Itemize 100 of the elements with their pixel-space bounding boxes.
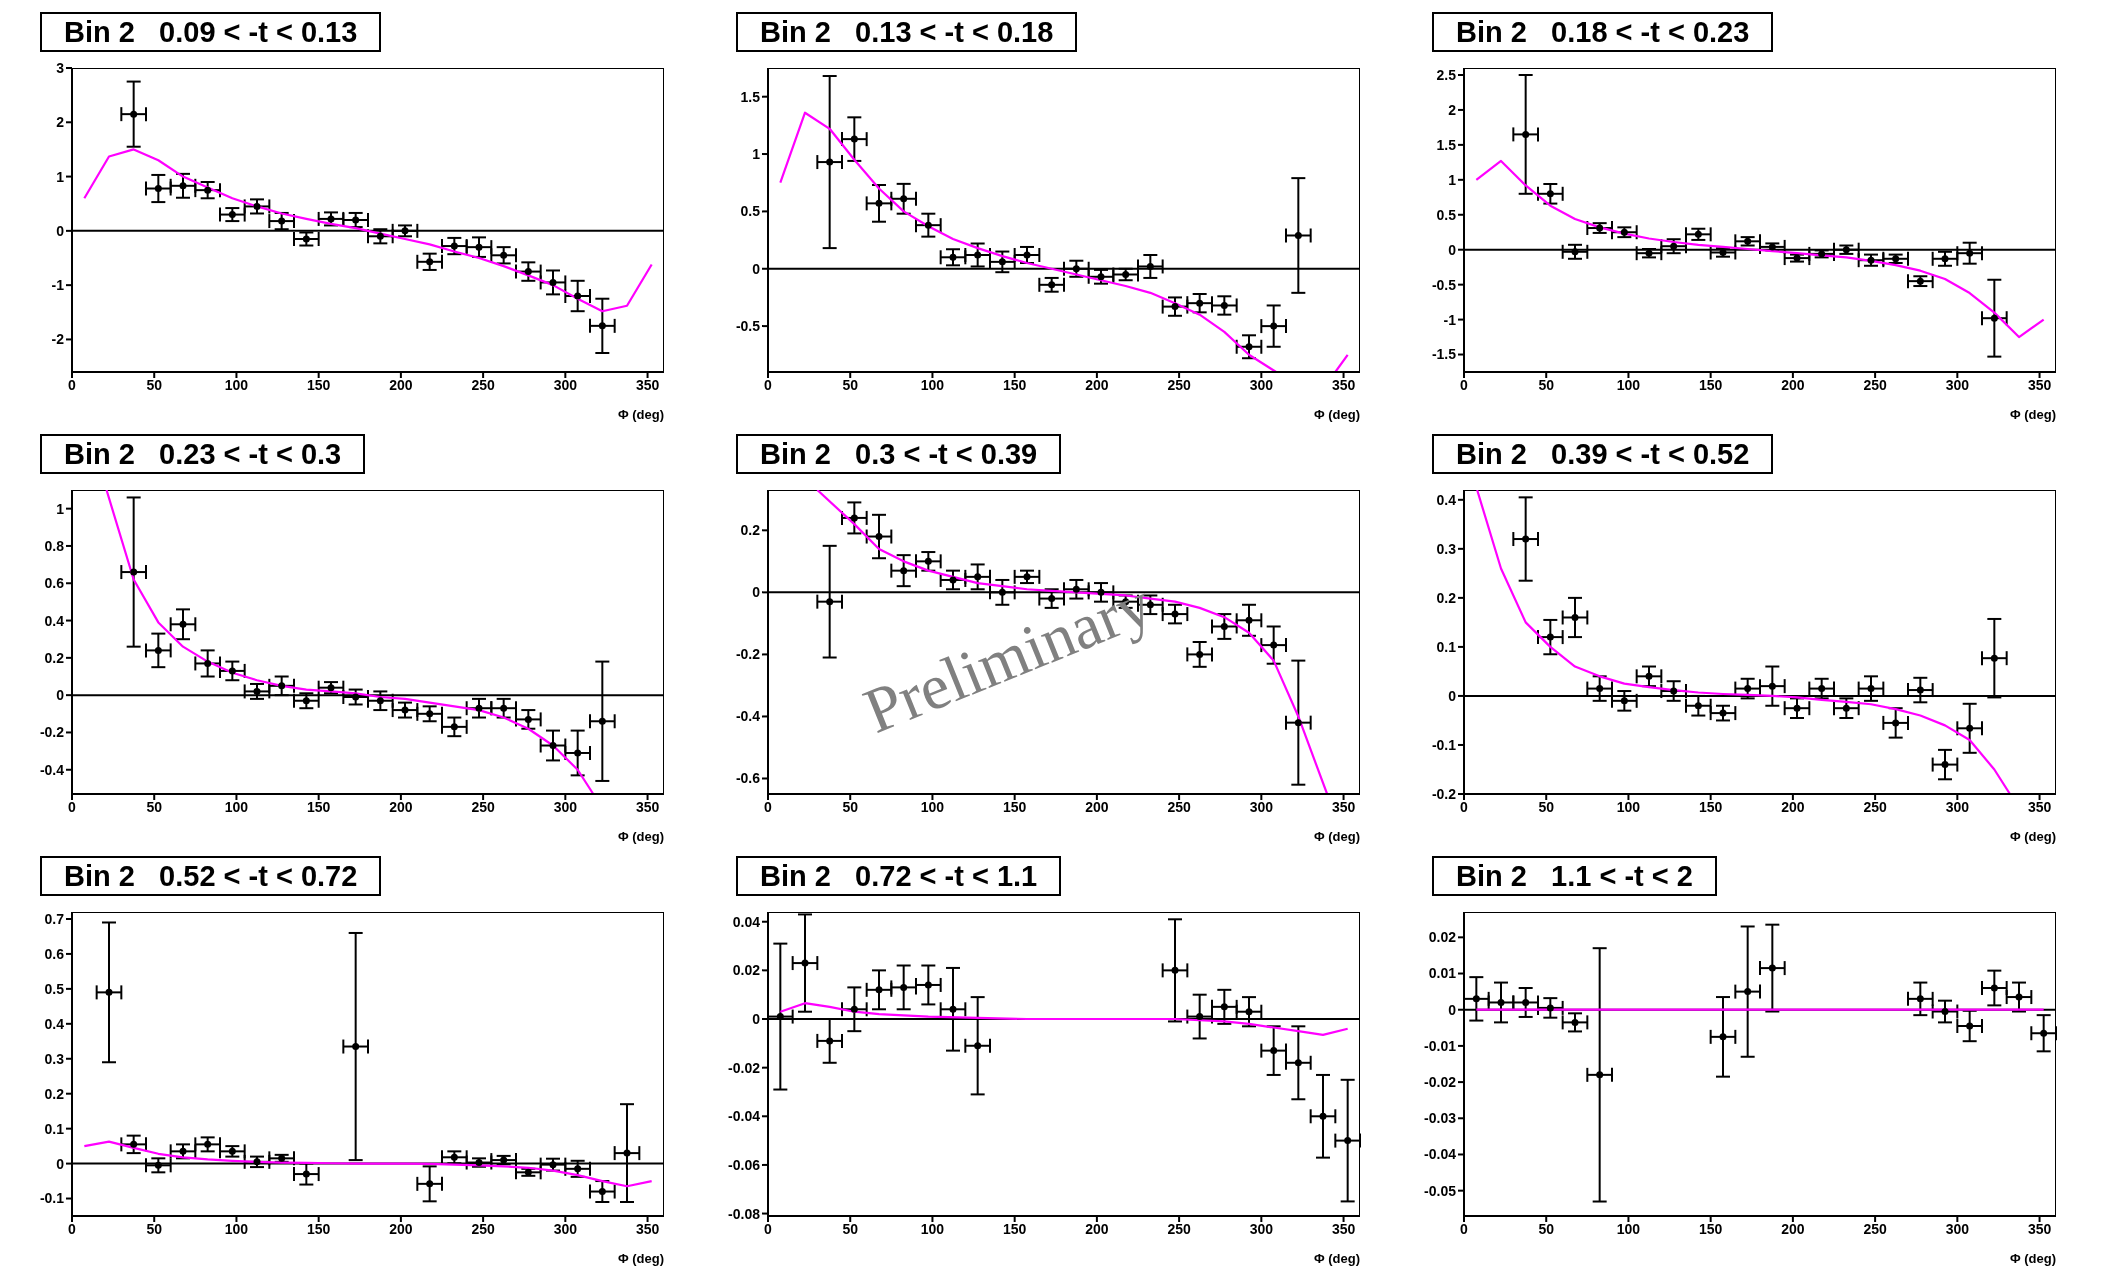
x-axis-title: Φ (deg): [617, 829, 664, 844]
x-tick-label: 0: [764, 798, 773, 815]
x-tick-label: 50: [146, 376, 163, 393]
x-tick-label: 300: [553, 798, 578, 815]
y-tick-label: -0.2: [39, 724, 65, 741]
y-tick-label: 0.3: [44, 1050, 65, 1067]
y-tick-label: 0.5: [44, 980, 65, 997]
x-tick-label: 200: [1781, 1220, 1805, 1237]
x-tick-label: 200: [389, 1220, 413, 1237]
y-tick-label: 0: [1448, 241, 1457, 258]
y-tick-label: -1.5: [1431, 346, 1457, 363]
x-tick-label: 150: [306, 376, 331, 393]
x-tick-label: 150: [306, 1220, 331, 1237]
x-tick-label: 100: [1616, 798, 1641, 815]
y-tick-label: 0.2: [44, 649, 65, 666]
x-tick-label: 100: [224, 376, 249, 393]
x-tick-label: 50: [1538, 798, 1555, 815]
x-tick-label: 50: [146, 798, 163, 815]
y-tick-label: 0.2: [44, 1085, 65, 1102]
x-tick-label: 50: [1538, 1220, 1555, 1237]
y-tick-label: -0.1: [39, 1190, 65, 1207]
x-tick-label: 0: [1460, 1220, 1469, 1237]
y-tick-label: -0.4: [735, 708, 761, 725]
y-tick-label: 0.6: [44, 945, 65, 962]
x-axis-title: Φ (deg): [617, 1251, 664, 1266]
y-tick-label: 0.4: [44, 1015, 65, 1032]
y-tick-label: -0.5: [1431, 276, 1457, 293]
y-tick-label: 0.01: [1428, 965, 1457, 982]
x-tick-label: 300: [1249, 798, 1274, 815]
x-axis-title: Φ (deg): [1313, 829, 1360, 844]
x-tick-label: 350: [2027, 376, 2052, 393]
x-tick-label: 300: [1945, 1220, 1970, 1237]
x-tick-label: 0: [1460, 798, 1469, 815]
y-tick-label: 0.04: [732, 913, 761, 930]
y-tick-label: -0.6: [735, 770, 761, 787]
y-tick-label: 0.2: [740, 522, 761, 539]
x-tick-label: 150: [1002, 1220, 1027, 1237]
y-tick-label: 0.4: [1436, 491, 1457, 508]
y-tick-label: 0: [1448, 687, 1457, 704]
x-tick-label: 350: [2027, 1220, 2052, 1237]
x-tick-label: 150: [1002, 798, 1027, 815]
y-tick-label: 1: [56, 500, 65, 517]
x-tick-label: 100: [1616, 376, 1641, 393]
y-tick-label: 1: [1448, 171, 1457, 188]
y-tick-label: -0.02: [728, 1059, 761, 1076]
x-tick-label: 100: [224, 1220, 249, 1237]
x-tick-label: 150: [1002, 376, 1027, 393]
y-tick-label: 3: [56, 59, 65, 76]
y-tick-label: 0.02: [1428, 929, 1457, 946]
y-tick-label: -0.04: [1424, 1146, 1457, 1163]
x-tick-label: 200: [389, 376, 413, 393]
y-tick-label: 0.6: [44, 575, 65, 592]
x-tick-label: 350: [2027, 798, 2052, 815]
x-axis-title: Φ (deg): [2009, 829, 2056, 844]
y-tick-label: 0: [1448, 1001, 1457, 1018]
x-tick-label: 250: [1863, 1220, 1887, 1237]
x-tick-label: 350: [1331, 798, 1356, 815]
chart-title: Bin 2 0.3 < -t < 0.39: [736, 434, 1062, 474]
x-tick-label: 150: [1698, 376, 1723, 393]
y-tick-label: 0.5: [1436, 206, 1457, 223]
y-tick-label: -0.05: [1424, 1182, 1457, 1199]
y-tick-label: -0.2: [1431, 785, 1457, 802]
y-tick-label: -0.08: [728, 1205, 761, 1222]
x-tick-label: 0: [764, 376, 773, 393]
x-tick-label: 100: [1616, 1220, 1641, 1237]
x-tick-label: 50: [842, 1220, 859, 1237]
y-tick-label: 0.02: [732, 962, 761, 979]
chart-title: Bin 2 0.13 < -t < 0.18: [736, 12, 1078, 52]
y-tick-label: 0.4: [44, 612, 65, 629]
x-tick-label: 50: [842, 798, 859, 815]
y-tick-label: -0.5: [735, 318, 761, 335]
x-tick-label: 350: [635, 798, 660, 815]
chart-title: Bin 2 0.23 < -t < 0.3: [40, 434, 366, 474]
x-tick-label: 200: [1085, 1220, 1109, 1237]
x-tick-label: 350: [635, 1220, 660, 1237]
x-tick-label: 300: [1249, 1220, 1274, 1237]
x-tick-label: 200: [1085, 376, 1109, 393]
y-tick-label: 1: [56, 168, 65, 185]
x-axis-title: Φ (deg): [1313, 407, 1360, 422]
y-tick-label: -0.1: [1431, 736, 1457, 753]
x-tick-label: 150: [306, 798, 331, 815]
x-tick-label: 250: [471, 1220, 495, 1237]
y-tick-label: -0.01: [1424, 1037, 1457, 1054]
y-tick-label: -0.04: [728, 1108, 761, 1125]
y-tick-label: 0: [752, 584, 761, 601]
x-tick-label: 300: [1249, 376, 1274, 393]
x-tick-label: 250: [471, 376, 495, 393]
y-tick-label: 0.7: [44, 910, 65, 927]
x-tick-label: 50: [146, 1220, 163, 1237]
chart-title: Bin 2 0.09 < -t < 0.13: [40, 12, 382, 52]
y-tick-label: 2.5: [1436, 66, 1457, 83]
x-tick-label: 300: [1945, 376, 1970, 393]
x-tick-label: 350: [1331, 1220, 1356, 1237]
y-tick-label: 0.2: [1436, 589, 1457, 606]
x-axis-title: Φ (deg): [1313, 1251, 1360, 1266]
x-tick-label: 200: [389, 798, 413, 815]
x-tick-label: 0: [764, 1220, 773, 1237]
y-tick-label: -0.2: [735, 646, 761, 663]
x-tick-label: 200: [1085, 798, 1109, 815]
y-tick-label: 1: [752, 146, 761, 163]
